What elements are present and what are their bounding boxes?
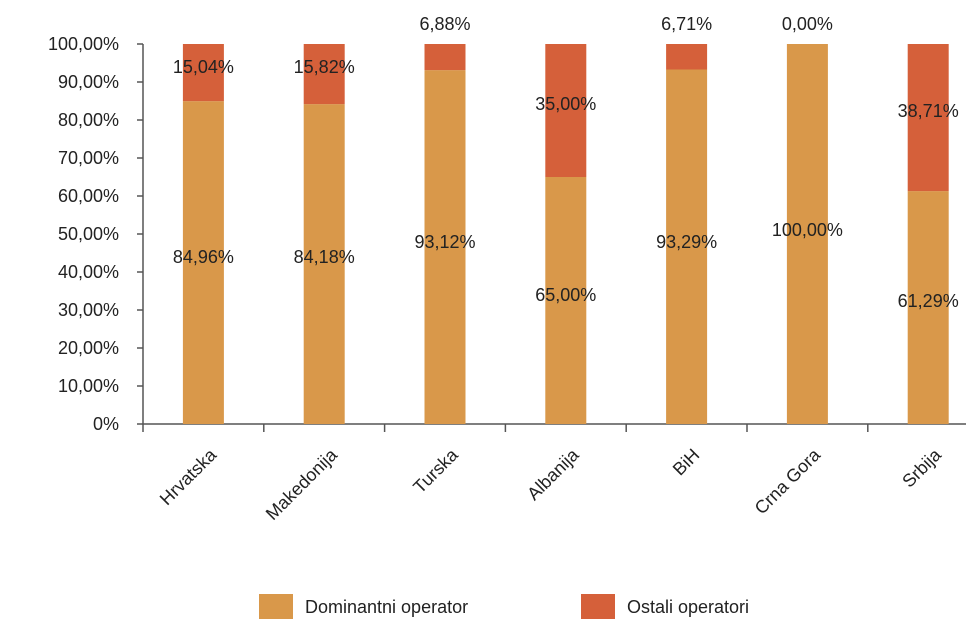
data-label-ostali: 6,88% <box>419 14 470 34</box>
data-labels-group: 84,96% 15,04% 84,18% 15,82% 93,12% 6,88% 65,00… <box>173 14 959 311</box>
bar-dominantni-bih <box>666 69 708 425</box>
y-tick-label: 0% <box>93 414 119 434</box>
y-tick-label: 70,00% <box>58 148 119 168</box>
data-label-dominantni: 93,29% <box>656 232 717 252</box>
bar-dominantni-srbija <box>907 191 949 424</box>
data-label-ostali: 6,71% <box>661 14 712 34</box>
data-label-dominantni: 61,29% <box>898 291 959 311</box>
bar-dominantni-hrvatska <box>182 101 224 424</box>
data-label-ostali: 0,00% <box>782 14 833 34</box>
bar-dominantni-albanija <box>545 177 587 424</box>
data-label-dominantni: 84,18% <box>294 247 355 267</box>
y-tick-label: 30,00% <box>58 300 119 320</box>
y-tick-label: 60,00% <box>58 186 119 206</box>
bar-ostali-albanija <box>545 44 587 177</box>
y-tick-label: 80,00% <box>58 110 119 130</box>
data-label-dominantni: 65,00% <box>535 285 596 305</box>
bar-ostali-bih <box>666 44 708 70</box>
x-category-label: Crna Gora <box>751 444 825 518</box>
x-category-label: Srbija <box>898 444 945 491</box>
data-label-dominantni: 100,00% <box>772 220 843 240</box>
bar-ostali-hrvatska <box>182 44 224 102</box>
y-tick-label: 100,00% <box>48 34 119 54</box>
x-category-label: Makedonija <box>262 444 342 524</box>
x-category-label: Turska <box>409 444 462 497</box>
bars-group <box>182 44 949 425</box>
y-tick-label: 10,00% <box>58 376 119 396</box>
bar-dominantni-turska <box>424 70 466 425</box>
data-label-ostali: 15,82% <box>294 57 355 77</box>
data-label-ostali: 15,04% <box>173 57 234 77</box>
x-category-label: BiH <box>669 445 704 480</box>
legend: Dominantni operator Ostali operatori <box>259 594 749 619</box>
legend-swatch-ostali <box>581 594 615 619</box>
data-label-ostali: 35,00% <box>535 94 596 114</box>
legend-label-dominantni: Dominantni operator <box>305 597 468 617</box>
data-label-dominantni: 84,96% <box>173 247 234 267</box>
y-tick-label: 50,00% <box>58 224 119 244</box>
y-tick-label: 40,00% <box>58 262 119 282</box>
bar-dominantni-crna-gora <box>786 44 828 424</box>
legend-swatch-dominantni <box>259 594 293 619</box>
y-tick-label: 90,00% <box>58 72 119 92</box>
y-axis: 0% 10,00% 20,00% 30,00% 40,00% 50,00% 60,00% 70… <box>48 34 144 434</box>
bar-ostali-srbija <box>907 44 949 192</box>
data-label-ostali: 38,71% <box>898 101 959 121</box>
y-tick-label: 20,00% <box>58 338 119 358</box>
x-category-label: Hrvatska <box>156 444 221 509</box>
bar-ostali-turska <box>424 44 466 71</box>
x-category-label: Albanija <box>523 444 583 504</box>
x-axis: Hrvatska Makedonija Turska Albanija BiH Crna … <box>142 423 966 524</box>
legend-label-ostali: Ostali operatori <box>627 597 749 617</box>
bar-dominantni-makedonija <box>303 104 345 424</box>
data-label-dominantni: 93,12% <box>414 232 475 252</box>
bar-ostali-makedonija <box>303 44 345 105</box>
